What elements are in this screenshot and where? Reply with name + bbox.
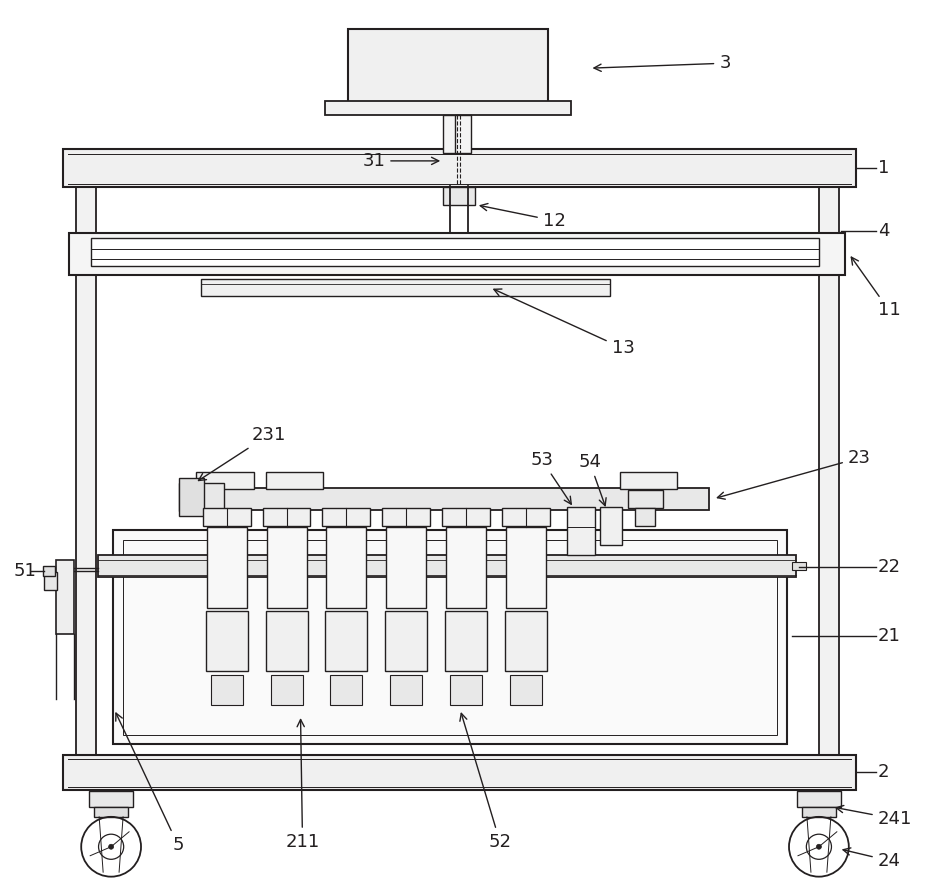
Bar: [44, 572, 57, 589]
Bar: [510, 675, 542, 705]
Bar: [387, 527, 426, 608]
Bar: [446, 527, 486, 608]
Bar: [505, 527, 546, 608]
Bar: [203, 508, 251, 526]
Bar: [386, 612, 427, 672]
Bar: [64, 755, 856, 790]
Bar: [792, 562, 806, 570]
Bar: [600, 507, 622, 545]
Text: 13: 13: [494, 289, 635, 357]
Text: 231: 231: [198, 426, 285, 480]
Text: 54: 54: [578, 453, 607, 505]
Bar: [502, 508, 549, 526]
Bar: [323, 508, 371, 526]
Bar: [627, 490, 664, 508]
Bar: [636, 508, 655, 526]
Text: 4: 4: [878, 221, 889, 239]
Bar: [89, 791, 133, 807]
Text: 52: 52: [460, 714, 511, 851]
Bar: [266, 472, 324, 488]
Bar: [327, 527, 366, 608]
Bar: [64, 149, 856, 187]
Text: 51: 51: [13, 562, 37, 580]
Text: 1: 1: [878, 159, 889, 177]
Bar: [191, 488, 709, 510]
Text: 21: 21: [878, 628, 900, 646]
Bar: [123, 539, 777, 735]
Bar: [271, 675, 302, 705]
Bar: [69, 233, 845, 274]
Bar: [76, 149, 96, 777]
Bar: [179, 483, 224, 511]
Bar: [263, 508, 311, 526]
Bar: [566, 507, 594, 555]
Bar: [443, 187, 475, 204]
Bar: [267, 527, 306, 608]
Bar: [505, 612, 547, 672]
Text: 241: 241: [836, 805, 912, 828]
Text: 31: 31: [362, 152, 439, 170]
Bar: [43, 565, 55, 576]
Bar: [443, 115, 459, 153]
Bar: [266, 612, 308, 672]
Text: 3: 3: [594, 54, 731, 72]
Text: 12: 12: [480, 204, 565, 230]
Circle shape: [109, 844, 113, 849]
Bar: [620, 472, 678, 488]
Bar: [113, 530, 787, 744]
Bar: [442, 508, 490, 526]
Bar: [179, 478, 204, 516]
Bar: [207, 527, 247, 608]
Bar: [348, 29, 548, 104]
Bar: [382, 508, 431, 526]
Text: 2: 2: [878, 763, 889, 781]
Bar: [206, 612, 248, 672]
Bar: [450, 675, 482, 705]
Bar: [446, 612, 487, 672]
Bar: [455, 115, 471, 153]
Text: 23: 23: [717, 449, 870, 499]
Bar: [797, 791, 841, 807]
Bar: [330, 675, 362, 705]
Text: 211: 211: [285, 720, 319, 851]
Text: 53: 53: [531, 451, 571, 505]
Bar: [211, 675, 242, 705]
Bar: [91, 238, 819, 265]
Bar: [196, 472, 254, 488]
Circle shape: [816, 844, 822, 849]
Text: 11: 11: [852, 257, 900, 320]
Bar: [201, 279, 609, 296]
Bar: [326, 101, 571, 115]
Text: 24: 24: [843, 847, 900, 870]
Bar: [390, 675, 422, 705]
Bar: [98, 555, 796, 577]
Text: 5: 5: [116, 714, 183, 854]
Bar: [819, 149, 839, 777]
Bar: [326, 612, 367, 672]
Bar: [56, 560, 74, 634]
Bar: [95, 807, 128, 817]
Bar: [802, 807, 836, 817]
Text: 22: 22: [878, 557, 900, 576]
